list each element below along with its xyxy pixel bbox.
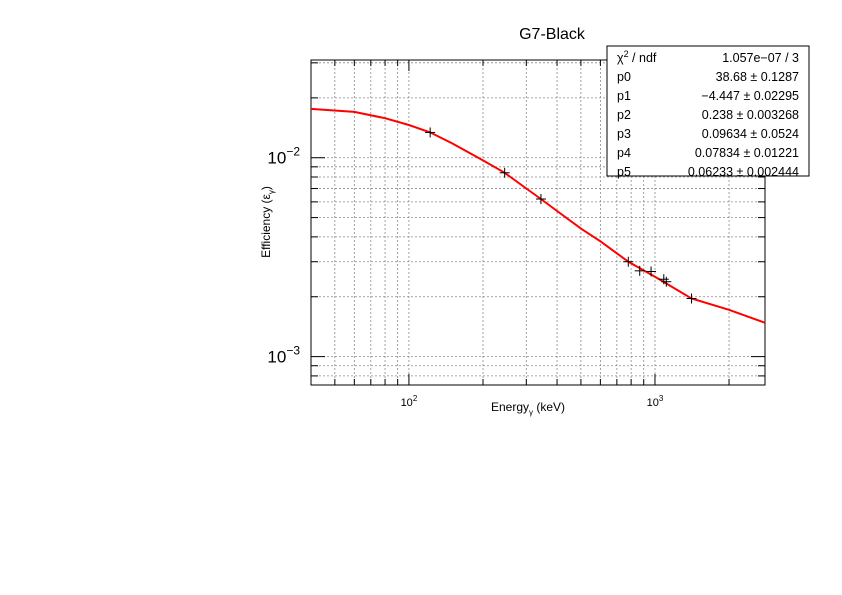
x-tick-label-base: 10 [401,397,413,409]
data-point [623,256,634,267]
stats-param-label: p1 [617,89,631,103]
y-tick-label-base: 10 [267,348,286,367]
stats-chi2-symbol: χ [617,51,624,65]
data-point [499,167,510,178]
y-tick-label: 10−2 [267,145,300,168]
data-point [658,274,669,285]
stats-chi2-rest: / ndf [629,51,657,65]
data-point [425,127,436,138]
data-point [535,194,546,205]
y-axis-label: Efficiency (εγ) [259,186,276,258]
stats-param-value: 0.238 ± 0.003268 [702,108,799,122]
data-points [425,127,697,304]
axis-ticks [310,60,765,385]
x-tick-label: 102 [401,394,418,409]
y-tick-label-base: 10 [267,149,286,168]
y-axis-label-main: Efficiency (ε [259,193,273,257]
stats-param-value: −4.447 ± 0.02295 [701,89,799,103]
x-tick-label: 103 [647,394,664,409]
x-axis-label-unit: (keV) [536,400,565,414]
x-axis-label-main: Energy [491,400,529,414]
plot-frame [310,59,766,386]
stats-param-value: 0.06233 ± 0.002444 [688,165,799,179]
data-point [634,265,645,276]
stats-param-value: 0.07834 ± 0.01221 [695,146,799,160]
stats-param-value: 38.68 ± 0.1287 [716,70,799,84]
y-tick-label-exp: −2 [286,145,300,159]
y-axis-label-close: ) [259,186,273,190]
stats-param-label: p3 [617,127,631,141]
stats-param-value: 0.09634 ± 0.0524 [702,127,799,141]
x-tick-label-exp: 3 [659,394,664,403]
stats-rows: p0 38.68 ± 0.1287 p1 −4.447 ± 0.02295 p2 0.23… [617,70,799,179]
stats-param-label: p5 [617,165,631,179]
fit-stats-box: χ2 / ndf 1.057e−07 / 3 p0 38.68 ± 0.1287p… [606,45,810,179]
y-tick-label: 10−3 [267,344,300,367]
data-point [646,266,657,277]
data-point [686,293,697,304]
y-axis-label-sub: γ [267,190,276,194]
data-point [661,276,672,287]
stats-chi2-label: χ2 / ndf [617,49,657,65]
stats-chi2-sup: 2 [624,49,629,59]
chart-title: G7-Black [519,26,586,43]
x-axis-label-sub: γ [529,408,533,417]
x-tick-label-exp: 2 [413,394,418,403]
stats-param-label: p2 [617,108,631,122]
stats-chi2-value: 1.057e−07 / 3 [722,51,799,65]
fit-curve [310,107,766,324]
x-tick-label-base: 10 [647,397,659,409]
stats-param-label: p0 [617,70,631,84]
y-tick-label-exp: −3 [286,344,300,358]
stats-box-frame [606,45,810,177]
x-axis-label: Energyγ (keV) [491,400,565,417]
stats-param-label: p4 [617,146,631,160]
